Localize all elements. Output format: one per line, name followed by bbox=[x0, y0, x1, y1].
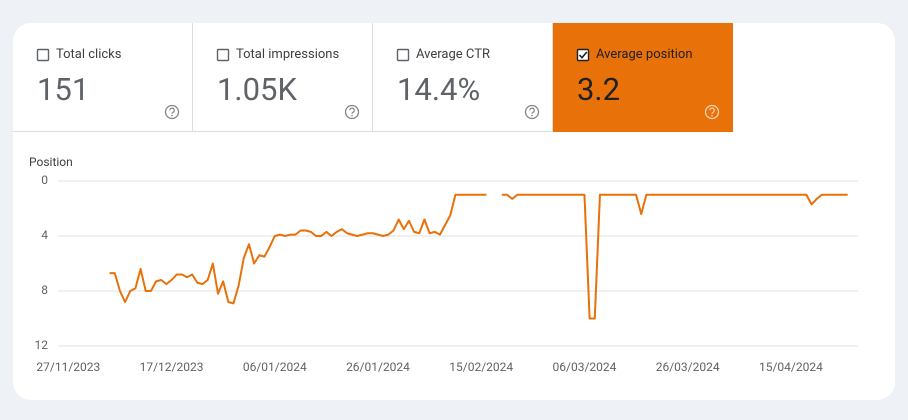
metric-label: Total clicks bbox=[56, 47, 122, 62]
help-icon[interactable] bbox=[344, 104, 360, 120]
checkbox[interactable] bbox=[36, 48, 50, 62]
x-tick-label: 15/04/2024 bbox=[759, 360, 823, 374]
checkmark bbox=[578, 51, 588, 59]
help-circle bbox=[344, 104, 360, 120]
metric-card[interactable]: Average CTR 14.4% bbox=[373, 23, 553, 132]
metric-value: 3.2 bbox=[577, 71, 621, 108]
y-tick-label: 4 bbox=[41, 228, 48, 242]
checkbox[interactable] bbox=[396, 48, 410, 62]
help-dot bbox=[711, 114, 713, 117]
metric-value: 1.05K bbox=[217, 71, 297, 108]
help-mark bbox=[709, 107, 715, 114]
help-mark bbox=[169, 107, 175, 114]
metric-label: Average CTR bbox=[416, 47, 490, 62]
x-tick-label: 26/01/2024 bbox=[346, 360, 410, 374]
checkbox[interactable] bbox=[216, 48, 230, 62]
performance-panel: Position 0 4 8 12 27/11/2023 17/12/2023 06/01/… bbox=[13, 23, 895, 400]
help-dot bbox=[351, 114, 353, 117]
help-icon[interactable] bbox=[524, 104, 540, 120]
x-tick-label: 17/12/2023 bbox=[140, 360, 204, 374]
card-icons bbox=[576, 48, 720, 120]
x-tick-label: 27/11/2023 bbox=[36, 360, 100, 374]
help-dot bbox=[531, 114, 533, 117]
card-icons bbox=[396, 48, 540, 120]
help-circle bbox=[164, 104, 180, 120]
x-tick-label: 15/02/2024 bbox=[449, 360, 513, 374]
x-tick-label: 06/03/2024 bbox=[553, 360, 617, 374]
help-icon[interactable] bbox=[164, 104, 180, 120]
metric-value: 14.4% bbox=[397, 71, 481, 108]
x-tick-label: 06/01/2024 bbox=[243, 360, 307, 374]
metric-card[interactable]: Total clicks 151 bbox=[13, 23, 193, 132]
metric-label: Total impressions bbox=[236, 47, 340, 62]
metric-label: Average position bbox=[596, 47, 693, 62]
card-icons bbox=[36, 48, 180, 120]
help-circle bbox=[704, 104, 720, 120]
y-tick-label: 8 bbox=[41, 283, 48, 297]
y-tick-label: 0 bbox=[41, 173, 48, 187]
checkbox[interactable] bbox=[576, 48, 590, 62]
metric-card[interactable]: Average position 3.2 bbox=[553, 23, 733, 132]
help-circle bbox=[524, 104, 540, 120]
chart: Position 0 4 8 12 27/11/2023 17/12/2023 06/01/… bbox=[29, 155, 858, 374]
help-mark bbox=[529, 107, 535, 114]
y-axis-title: Position bbox=[29, 155, 73, 169]
help-icon[interactable] bbox=[704, 104, 720, 120]
y-tick-label: 12 bbox=[35, 338, 49, 352]
metric-value: 151 bbox=[37, 71, 90, 108]
x-tick-label: 26/03/2024 bbox=[656, 360, 720, 374]
card-icons bbox=[216, 48, 360, 120]
metric-card[interactable]: Total impressions 1.05K bbox=[193, 23, 373, 132]
data-line bbox=[109, 193, 848, 320]
help-mark bbox=[349, 107, 355, 114]
help-dot bbox=[171, 114, 173, 117]
